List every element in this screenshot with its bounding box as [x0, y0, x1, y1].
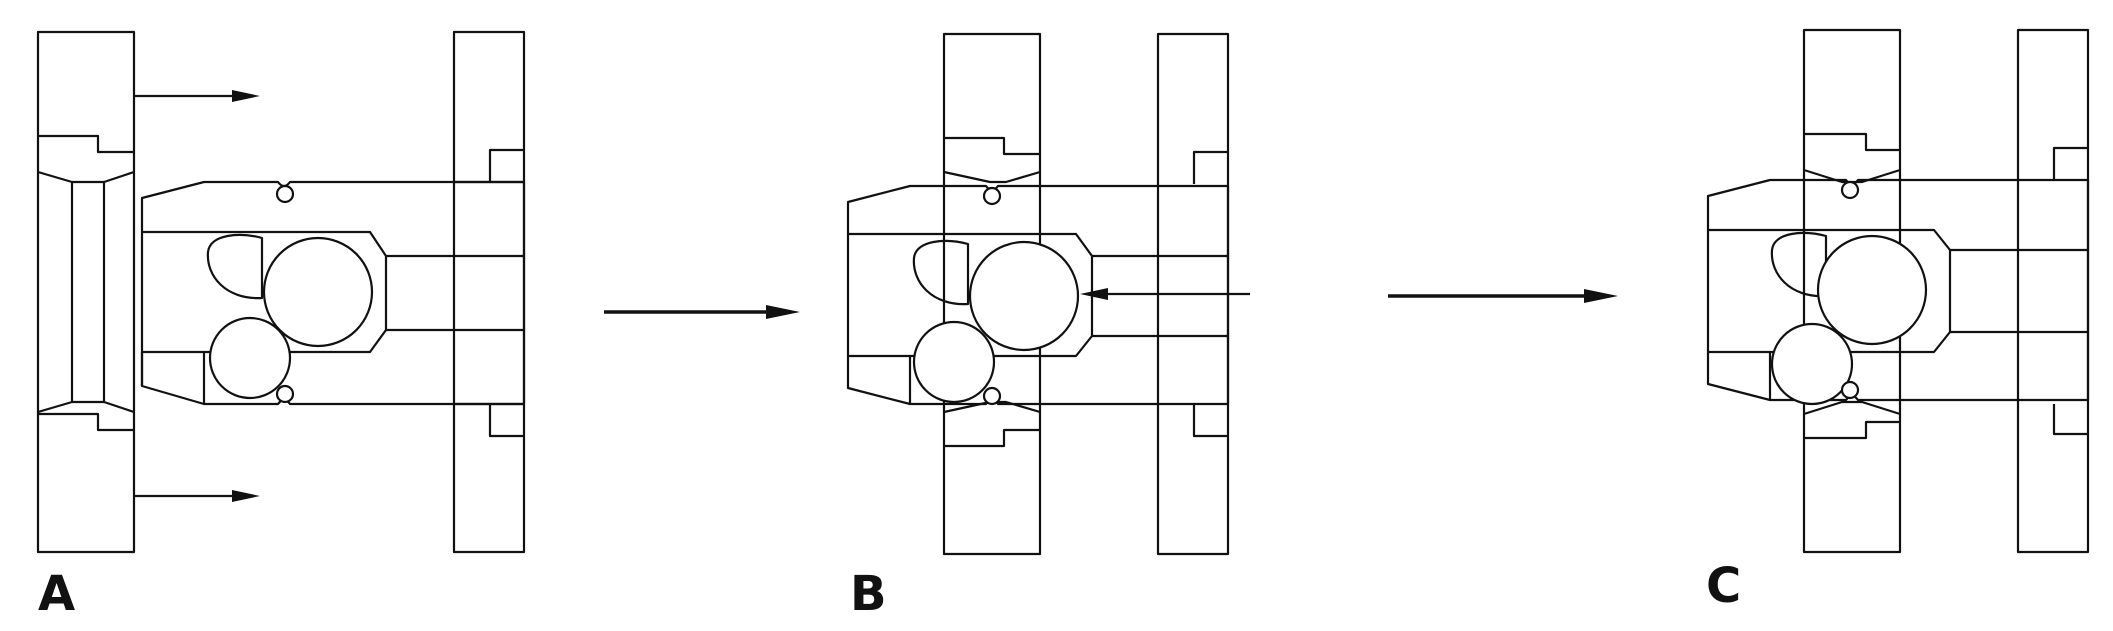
stage-c-balls — [1770, 180, 1928, 406]
stage-b — [846, 32, 1250, 556]
stage-label-a: A — [38, 566, 76, 622]
stage-a-arrows — [134, 90, 260, 502]
stage-b-balls — [912, 186, 1080, 406]
stage-a-left-flange — [36, 30, 136, 554]
stage-c — [1706, 28, 2090, 554]
stage-b-push-arrow — [1080, 288, 1250, 300]
stage-c-right-flange — [2016, 28, 2090, 554]
stage-a — [36, 30, 526, 554]
arrow-a-to-b — [604, 305, 800, 319]
stage-a-balls — [206, 184, 374, 404]
arrow-b-to-c — [1388, 289, 1618, 303]
stage-label-c: C — [1706, 558, 1742, 614]
stage-label-b: B — [850, 566, 887, 622]
stage-a-right-flange — [452, 30, 526, 554]
stage-a-central-body — [140, 180, 526, 406]
